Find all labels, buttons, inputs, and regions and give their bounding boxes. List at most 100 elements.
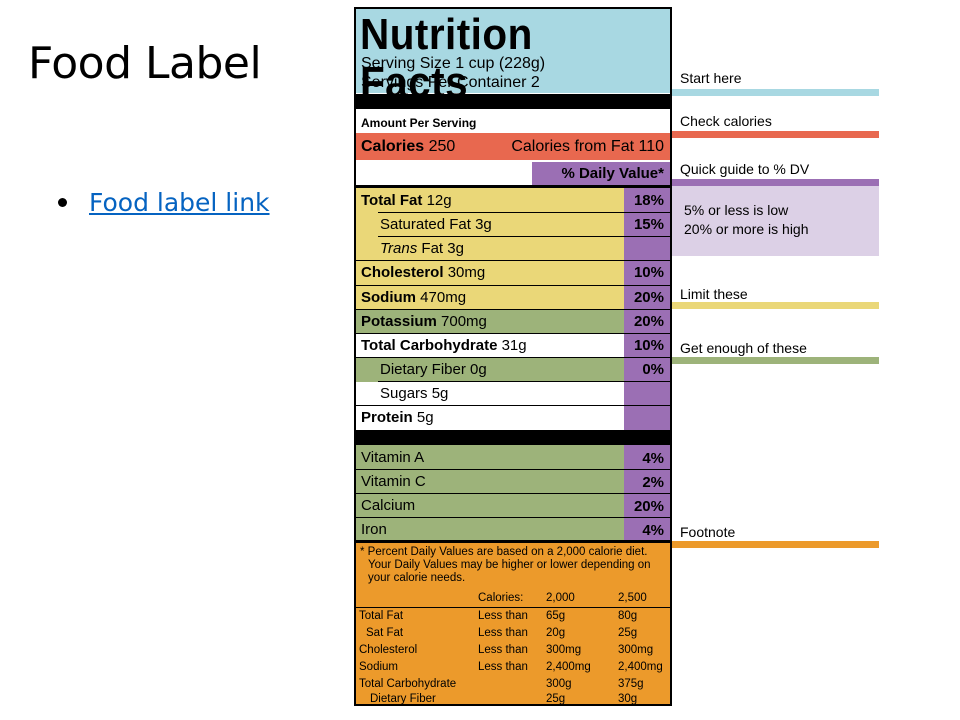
footer-header-calories: Calories: [478, 592, 524, 604]
vitamin-c-pct: 2% [642, 474, 664, 491]
fiber-band [356, 358, 670, 382]
footer-cell: 30g [618, 693, 638, 705]
sodium-pct: 20% [633, 289, 664, 306]
row-rule [356, 540, 670, 541]
nutrient-amount: 700mg [441, 313, 487, 330]
guide-low: 5% or less is low [684, 202, 789, 218]
sugars-band [356, 382, 670, 430]
nutrient-name: Trans [380, 240, 418, 257]
footnote-band [356, 541, 670, 704]
guide-bar-purple [672, 179, 879, 186]
trans-fat-row: Trans Fat 3g [380, 240, 464, 258]
row-rule [356, 309, 670, 310]
vitamin-c-name: Vitamin C [361, 473, 426, 490]
footnote-line-2: Your Daily Values may be higher or lower… [368, 559, 651, 571]
nutrient-name: Protein [361, 409, 413, 426]
row-rule [378, 212, 670, 213]
row-rule [356, 285, 670, 286]
nutrient-amount: 0g [470, 361, 487, 378]
carb-band [356, 334, 670, 358]
daily-value-header: % Daily Value* [561, 165, 664, 182]
nutrient-amount: 5g [431, 385, 449, 402]
guide-check-calories: Check calories [680, 113, 772, 129]
footer-header-2500: 2,500 [618, 592, 647, 604]
row-rule [356, 607, 670, 608]
nutrient-amount: 470mg [420, 289, 467, 306]
iron-name: Iron [361, 521, 387, 538]
guide-quick-dv: Quick guide to % DV [680, 161, 810, 177]
row-rule [356, 517, 670, 518]
footer-cell: Total Fat [359, 610, 404, 622]
footnote-line-1: * Percent Daily Values are based on a 2,… [360, 546, 648, 558]
dv-guide-box [672, 186, 879, 256]
food-label-link[interactable]: Food label link [89, 188, 270, 217]
nutrient-amount: 31g [501, 337, 527, 354]
serving-size: Serving Size 1 cup (228g) [361, 55, 546, 72]
total-fat-pct: 18% [633, 192, 664, 209]
nutrient-name: Cholesterol [361, 264, 444, 281]
row-rule [378, 236, 670, 237]
footer-cell: 20g [546, 627, 566, 639]
thick-rule [356, 94, 670, 109]
footer-cell: Dietary Fiber [370, 693, 436, 705]
nutrient-name: Total Carbohydrate [361, 337, 498, 354]
rule [356, 185, 670, 188]
dietary-fiber-row: Dietary Fiber 0g [380, 361, 487, 379]
potassium-row: Potassium 700mg [361, 313, 487, 331]
guide-high: 20% or more is high [684, 221, 809, 237]
footer-cell: 25g [546, 693, 566, 705]
saturated-fat-pct: 15% [633, 216, 664, 233]
nutrient-name: Sodium [361, 289, 416, 306]
footer-cell: Sodium [359, 661, 398, 673]
guide-start-here: Start here [680, 70, 742, 86]
calories-band [356, 133, 670, 160]
vitamin-a-name: Vitamin A [361, 449, 425, 466]
footer-cell: Less than [478, 661, 528, 673]
potassium-pct: 20% [633, 313, 664, 330]
iron-pct: 4% [642, 522, 664, 539]
calcium-name: Calcium [361, 497, 416, 514]
calories-row: Calories 250 [361, 138, 455, 156]
footer-header-2000: 2,000 [546, 592, 575, 604]
footnote-line-3: your calorie needs. [368, 572, 466, 584]
row-rule [356, 333, 670, 334]
nutrient-amount: 30mg [447, 264, 486, 281]
serving-band [356, 9, 670, 93]
bullet-item: Food label link [58, 188, 270, 217]
total-fat-row: Total Fat 12g [361, 192, 452, 210]
nutrient-name: Potassium [361, 313, 437, 330]
potassium-band [356, 310, 670, 334]
sodium-row: Sodium 470mg [361, 289, 466, 307]
row-rule [378, 381, 670, 382]
calories-value: 250 [428, 138, 456, 155]
saturated-fat-row: Saturated Fat 3g [380, 216, 492, 234]
nutrient-name-suffix: Fat [417, 240, 444, 257]
row-rule [356, 493, 670, 494]
guide-footnote: Footnote [680, 524, 736, 540]
calories-label: Calories [361, 138, 425, 155]
footer-cell: 65g [546, 610, 566, 622]
nutrient-name: Dietary Fiber [380, 361, 466, 378]
footer-cell: Sat Fat [366, 627, 404, 639]
guide-limit-these: Limit these [680, 286, 748, 302]
footer-cell: 300mg [546, 644, 582, 656]
guide-bar-green [672, 357, 879, 364]
nutrient-name: Saturated Fat [380, 216, 471, 233]
dv-header-band [532, 162, 670, 185]
row-rule [356, 260, 670, 261]
servings-per-container: Servings Per Container 2 [361, 74, 540, 91]
footer-cell: 300mg [618, 644, 654, 656]
cholesterol-row: Cholesterol 30mg [361, 264, 485, 282]
bullet-icon [58, 198, 67, 207]
footer-cell: 80g [618, 610, 638, 622]
carbohydrate-row: Total Carbohydrate 31g [361, 337, 527, 355]
guide-bar-blue [672, 89, 879, 96]
row-rule [356, 357, 670, 358]
amount-per-serving: Amount Per Serving [361, 116, 477, 130]
row-rule [356, 405, 670, 406]
guide-bar-orange [672, 541, 879, 548]
calcium-pct: 20% [633, 498, 664, 515]
slide-title: Food Label [28, 38, 262, 89]
footer-cell: Cholesterol [359, 644, 418, 656]
vitamin-a-pct: 4% [642, 450, 664, 467]
